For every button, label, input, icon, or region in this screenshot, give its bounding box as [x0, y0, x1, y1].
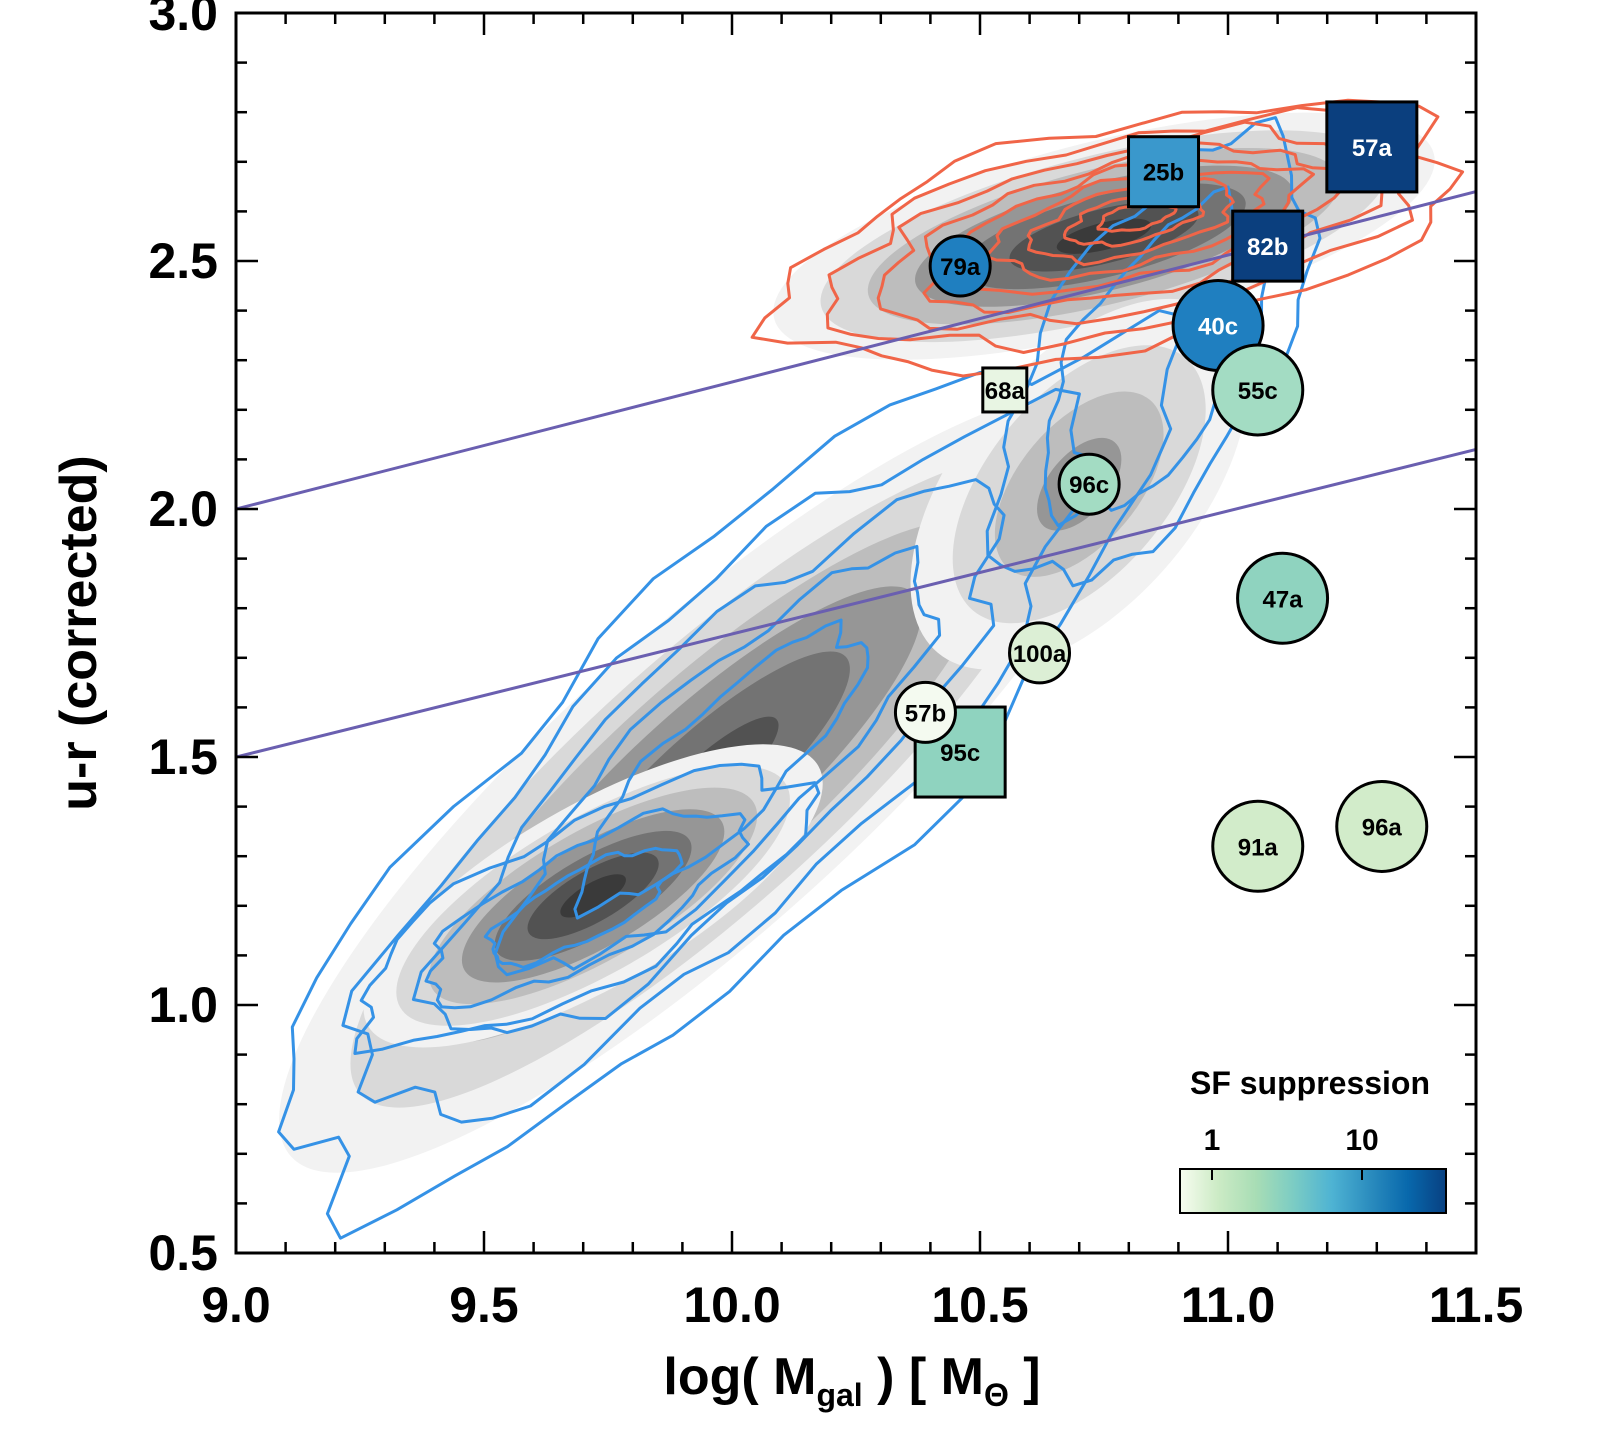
circle-marker — [1008, 621, 1072, 685]
density-red-sequence — [1056, 218, 1152, 254]
y-tick-label: 0.5 — [148, 1225, 218, 1281]
colorbar-tick-label-1: 1 — [1204, 1124, 1221, 1157]
marker-label: 95c — [940, 740, 980, 767]
data-point-57b: 57b — [893, 680, 957, 744]
data-point-68a: 68a — [981, 366, 1029, 414]
y-tick-label: 2.0 — [148, 481, 218, 537]
circle-marker — [928, 234, 992, 298]
x-tick-label: 10.0 — [683, 1277, 780, 1333]
marker-label: 79a — [940, 254, 981, 281]
marker-label: 96c — [1069, 472, 1109, 499]
marker-label: 40c — [1198, 313, 1238, 340]
x-tick-label: 11.5 — [1429, 1277, 1524, 1333]
marker-label: 68a — [985, 378, 1026, 405]
x-axis-title: log( Mgal ) [ MΘ ] — [663, 1348, 1040, 1413]
data-point-91a: 91a — [1211, 799, 1305, 893]
square-marker — [1231, 209, 1305, 283]
y-tick-labels: 0.5 1.0 1.5 2.0 2.5 3.0 — [148, 0, 218, 1281]
colorbar-title: SF suppression — [1190, 1065, 1430, 1101]
data-point-96a: 96a — [1335, 779, 1429, 873]
circle-marker — [1057, 452, 1121, 516]
blue-contour-line — [483, 846, 684, 969]
x-tick-label: 11.0 — [1181, 1277, 1276, 1333]
marker-label: 91a — [1238, 834, 1279, 861]
blue-contour-line — [424, 807, 750, 1010]
circle-marker — [1211, 343, 1305, 437]
blue-contour-line — [341, 387, 1098, 1124]
square-marker — [1127, 135, 1201, 209]
density-map — [279, 112, 1435, 1173]
colorbar-tick-label-10: 10 — [1345, 1124, 1378, 1157]
square-marker — [1325, 100, 1419, 194]
data-point-79a: 79a — [928, 234, 992, 298]
data-point-57a: 57a — [1325, 100, 1419, 194]
marker-label: 96a — [1362, 814, 1403, 841]
data-point-96c: 96c — [1057, 452, 1121, 516]
lower-divider — [236, 448, 1476, 759]
y-tick-label: 1.5 — [148, 729, 218, 785]
red-contour-line — [750, 98, 1465, 378]
colorbar-legend: SF suppression 1 10 — [1179, 1065, 1447, 1214]
circle-marker — [893, 680, 957, 744]
colorbar — [1179, 1168, 1447, 1214]
data-point-82b: 82b — [1231, 209, 1305, 283]
y-tick-label: 3.0 — [148, 0, 218, 41]
x-tick-label: 10.5 — [931, 1277, 1028, 1333]
marker-label: 25b — [1143, 160, 1184, 187]
marker-label: 55c — [1238, 378, 1278, 405]
blue-contour-line — [493, 544, 942, 977]
square-marker — [981, 366, 1029, 414]
circle-marker — [1236, 551, 1330, 645]
data-point-47a: 47a — [1236, 551, 1330, 645]
blue-contour-line — [985, 116, 1322, 588]
marker-label: 82b — [1247, 234, 1288, 261]
data-point-55c: 55c — [1211, 343, 1305, 437]
circle-marker — [1335, 779, 1429, 873]
marker-label: 100a — [1013, 641, 1067, 668]
blue-contour-line — [353, 762, 821, 1055]
marker-label: 47a — [1263, 586, 1304, 613]
x-tick-label: 9.5 — [449, 1277, 519, 1333]
x-tick-label: 9.0 — [201, 1277, 271, 1333]
x-tick-labels: 9.0 9.5 10.0 10.5 11.0 11.5 — [201, 1277, 1523, 1333]
marker-label: 57a — [1352, 135, 1393, 162]
data-point-25b: 25b — [1127, 135, 1201, 209]
plot-frame — [234, 11, 1478, 1255]
y-axis-title: u-r (corrected) — [50, 455, 108, 810]
blue-contour-line — [573, 618, 870, 920]
scatter-markers: 57a 25b 82b 68a 95c 79a 40c 55c 96c 47a 100a 57b 91a… — [893, 100, 1429, 893]
y-tick-label: 1.0 — [148, 977, 218, 1033]
circle-marker — [1211, 799, 1305, 893]
axis-ticks — [234, 11, 1478, 1255]
y-tick-label: 2.5 — [148, 233, 218, 289]
data-point-100a: 100a — [1008, 621, 1072, 685]
marker-label: 57b — [905, 700, 946, 727]
